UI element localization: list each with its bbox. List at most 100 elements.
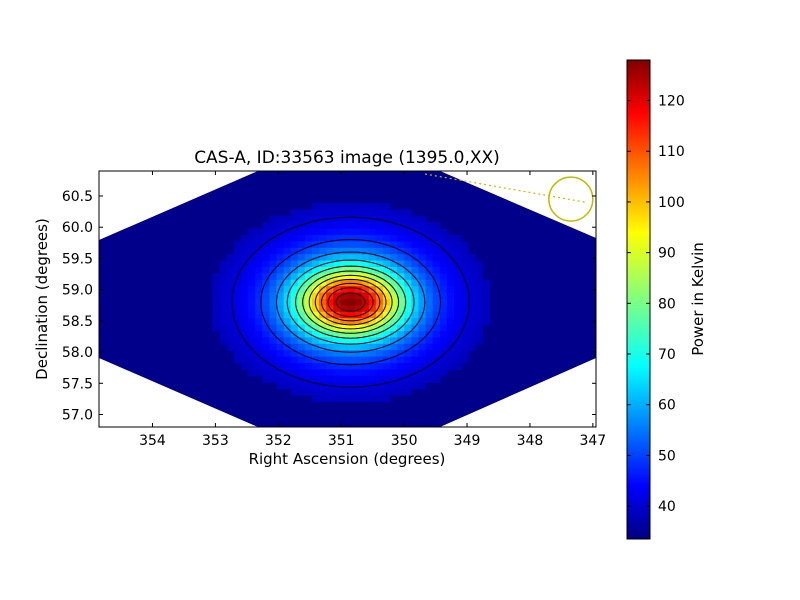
heatmap-cell: [276, 228, 285, 236]
heatmap-cell: [390, 363, 398, 370]
heatmap-cell: [418, 343, 427, 351]
heatmap-cell: [461, 260, 469, 268]
heatmap-cell: [283, 279, 292, 287]
heatmap-cell: [468, 337, 476, 345]
heatmap-cell: [304, 350, 313, 358]
heatmap-cell: [397, 331, 405, 338]
heatmap-cell: [312, 311, 320, 319]
heatmap-cell: [241, 273, 249, 281]
heatmap-cell: [255, 363, 263, 370]
heatmap-cell: [340, 369, 349, 377]
heatmap-cell: [361, 260, 370, 268]
heatmap-cell: [368, 311, 377, 319]
heatmap-cell: [340, 209, 349, 217]
heatmap-cell: [432, 311, 441, 319]
heatmap-cell: [248, 343, 256, 351]
heatmap-cell: [226, 299, 235, 306]
heatmap-cell: [283, 337, 292, 345]
heatmap-cell: [390, 375, 398, 383]
heatmap-cell: [347, 228, 356, 236]
heatmap-cell: [333, 305, 341, 313]
heatmap-cell: [454, 356, 462, 364]
heatmap-cell: [297, 318, 306, 326]
heatmap-cell: [326, 260, 334, 268]
heatmap-cell: [418, 369, 427, 377]
heatmap-cell: [461, 254, 469, 262]
heatmap-cell: [333, 215, 341, 223]
heatmap-cell: [241, 247, 249, 255]
heatmap-cell: [468, 273, 476, 281]
heatmap-cell: [439, 331, 448, 338]
heatmap-cell: [319, 222, 327, 230]
heatmap-cell: [354, 318, 363, 326]
heatmap-cell: [375, 356, 384, 364]
heatmap-cell: [333, 228, 341, 236]
heatmap-cell: [276, 375, 285, 383]
heatmap-cell: [233, 292, 242, 300]
heatmap-cell: [432, 299, 441, 306]
heatmap-cell: [276, 292, 285, 300]
heatmap-cell: [347, 369, 356, 377]
contour-line: [308, 274, 393, 330]
heatmap-cell: [397, 228, 405, 236]
heatmap-cell: [269, 273, 278, 281]
heatmap-cell: [340, 260, 349, 268]
heatmap-cell: [319, 343, 327, 351]
heatmap-cell: [404, 318, 412, 326]
heatmap-cell: [319, 203, 327, 210]
heatmap-cell: [482, 292, 491, 300]
heatmap-cell: [418, 254, 427, 262]
heatmap-cell: [226, 305, 235, 313]
heatmap-cell: [432, 228, 441, 236]
heatmap-cell: [411, 228, 420, 236]
heatmap-cell: [439, 311, 448, 319]
heatmap-cell: [312, 286, 320, 294]
heatmap-cell: [290, 241, 299, 249]
heatmap-cell: [312, 350, 320, 358]
heatmap-cell: [304, 247, 313, 255]
heatmap-cell: [418, 363, 427, 370]
heatmap-cell: [326, 343, 334, 351]
heatmap-cell: [340, 228, 349, 236]
heatmap-cell: [368, 267, 377, 274]
heatmap-cell: [432, 324, 441, 332]
heatmap-cell: [269, 292, 278, 300]
heatmap-cell: [312, 369, 320, 377]
heatmap-cell: [375, 382, 384, 390]
heatmap-cell: [290, 215, 299, 223]
heatmap-cell: [375, 247, 384, 255]
heatmap-cell: [368, 241, 377, 249]
heatmap-cell: [439, 305, 448, 313]
heatmap-cell: [262, 241, 270, 249]
heatmap-cell: [290, 299, 299, 306]
heatmap-cell: [454, 247, 462, 255]
heatmap-cell: [475, 279, 483, 287]
heatmap-cell: [418, 375, 427, 383]
heatmap-cell: [290, 267, 299, 274]
heatmap-cell: [375, 395, 384, 402]
heatmap-cell: [319, 267, 327, 274]
beam-dotted-line: [424, 173, 585, 203]
heatmap-cell: [439, 286, 448, 294]
heatmap-cell: [454, 299, 462, 306]
heatmap-cell: [425, 337, 434, 345]
heatmap-cell: [269, 343, 278, 351]
heatmap-cell: [461, 299, 469, 306]
heatmap-cell: [454, 267, 462, 274]
x-tick-label: 349: [454, 433, 481, 449]
heatmap-cell: [219, 324, 228, 332]
colorbar-label: Power in Kelvin: [689, 242, 707, 356]
heatmap-cell: [368, 369, 377, 377]
heatmap-cell: [248, 299, 256, 306]
heatmap-cell: [368, 209, 377, 217]
heatmap-cell: [354, 369, 363, 377]
heatmap-cell: [269, 318, 278, 326]
heatmap-cell: [432, 254, 441, 262]
heatmap-cell: [269, 375, 278, 383]
heatmap-cell: [411, 254, 420, 262]
heatmap-cell: [233, 331, 242, 338]
heatmap-cell: [383, 343, 391, 351]
heatmap-cell: [347, 356, 356, 364]
heatmap-cell: [432, 222, 441, 230]
heatmap-cell: [290, 337, 299, 345]
